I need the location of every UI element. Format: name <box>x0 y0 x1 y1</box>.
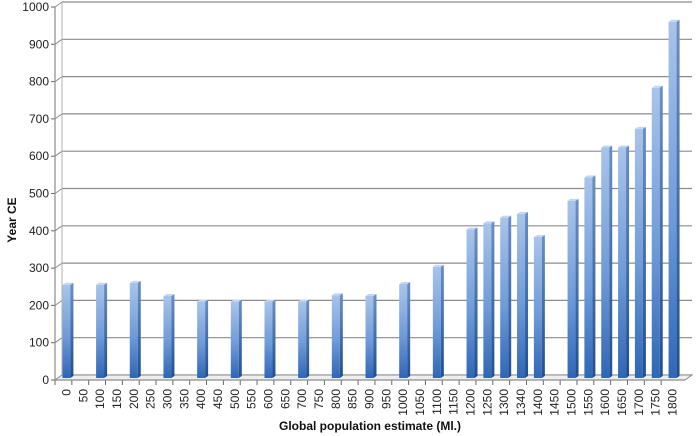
x-tick-label: 1100 <box>430 389 444 415</box>
bar <box>163 293 175 378</box>
bar <box>466 227 478 378</box>
x-tick-label: 450 <box>211 389 225 409</box>
x-tick-label: 1150 <box>447 389 461 415</box>
x-axis-title: Global population estimate (Ml.) <box>279 419 461 433</box>
y-axis: 0 100 200 300 400 500 600 700 800 900 1000 <box>22 0 63 387</box>
x-tick-label: 800 <box>329 389 343 409</box>
x-tick-label: 1550 <box>581 389 595 416</box>
x-tick-label: 400 <box>194 389 208 409</box>
bar <box>651 85 663 378</box>
y-tick-label: 100 <box>29 336 49 350</box>
bar <box>668 19 680 378</box>
x-tick-label: 1050 <box>413 389 427 416</box>
x-tick-label: 1700 <box>632 389 646 416</box>
x-tick-label: 1500 <box>565 389 579 416</box>
x-tick-label: 1600 <box>598 389 612 416</box>
y-axis-title: Year CE <box>5 197 19 242</box>
x-tick-label: 50 <box>76 389 90 403</box>
y-tick-label: 900 <box>29 37 49 51</box>
x-tick-label: 850 <box>346 389 360 409</box>
bar <box>62 282 74 378</box>
x-tick-label: 1300 <box>497 389 511 416</box>
bar <box>533 235 545 378</box>
bar <box>601 145 613 378</box>
y-tick-label: 800 <box>29 75 49 89</box>
x-tick-label: 1450 <box>548 389 562 416</box>
x-tick-label: 250 <box>144 389 158 409</box>
x-tick-label: 500 <box>228 389 242 409</box>
y-tick-label: 600 <box>29 149 49 163</box>
x-tick-label: 1200 <box>464 389 478 416</box>
bar <box>483 221 495 378</box>
x-tick-label: 650 <box>278 389 292 409</box>
bar <box>500 215 512 378</box>
y-tick-label: 300 <box>29 261 49 275</box>
x-tick-label: 0 <box>59 389 73 396</box>
x-tick-label: 600 <box>261 389 275 409</box>
bar <box>432 264 444 378</box>
gridlines <box>53 1 694 381</box>
bar <box>230 299 242 378</box>
x-tick-label: 750 <box>312 389 326 409</box>
x-tick-label: 200 <box>127 389 141 409</box>
bar <box>618 145 630 378</box>
bar <box>517 211 529 378</box>
x-tick-label: 1800 <box>666 389 680 416</box>
x-tick-label: 1650 <box>615 389 629 416</box>
bar <box>584 175 596 378</box>
bars <box>62 19 680 378</box>
bar <box>634 126 646 378</box>
x-tick-label: 950 <box>379 389 393 409</box>
y-tick-label: 200 <box>29 298 49 312</box>
x-tick-label: 1250 <box>480 389 494 416</box>
bar <box>365 293 377 378</box>
y-tick-label: 700 <box>29 112 49 126</box>
x-tick-label: 1000 <box>396 389 410 416</box>
bar <box>399 282 411 378</box>
x-tick-label: 550 <box>245 389 259 409</box>
x-tick-label: 900 <box>363 389 377 409</box>
x-tick-label: 700 <box>295 389 309 409</box>
y-tick-label: 400 <box>29 224 49 238</box>
bar <box>567 198 579 378</box>
y-tick-label: 500 <box>29 187 49 201</box>
bar <box>197 299 209 378</box>
x-tick-label: 350 <box>177 389 191 409</box>
bar <box>129 280 141 378</box>
x-tick-label: 100 <box>93 389 107 409</box>
y-tick-label: 0 <box>42 373 49 387</box>
x-tick-label: 1750 <box>649 389 663 416</box>
bar <box>298 299 310 378</box>
y-tick-label: 1000 <box>22 0 49 14</box>
x-axis: 0 50 100 150 200 250 300 350 400 450 500 550 600 650 7… <box>54 379 685 416</box>
bar <box>264 299 276 378</box>
x-tick-label: 1340 <box>514 389 528 416</box>
bar <box>96 282 108 378</box>
x-tick-label: 300 <box>160 389 174 409</box>
x-tick-label: 1400 <box>531 389 545 416</box>
x-tick-label: 150 <box>110 389 124 409</box>
bar <box>331 293 343 378</box>
